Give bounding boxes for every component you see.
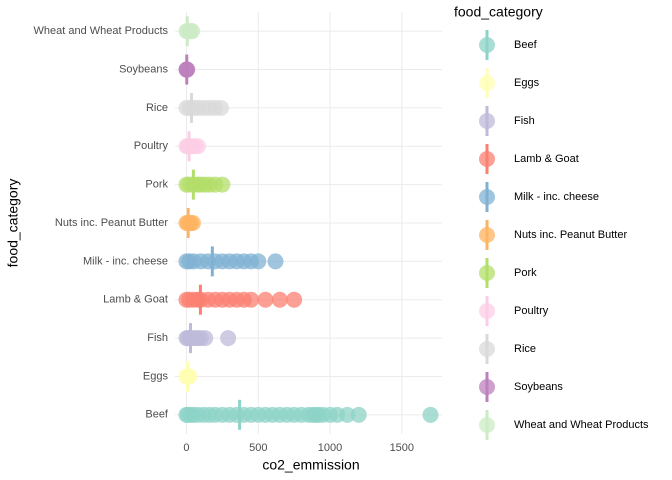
point xyxy=(189,138,206,155)
point xyxy=(257,291,274,308)
point xyxy=(250,253,267,270)
legend-label: Pork xyxy=(514,267,537,279)
legend-label: Soybeans xyxy=(514,381,563,393)
y-tick-label: Milk - inc. cheese xyxy=(83,255,168,267)
point xyxy=(197,330,214,347)
x-tick-label: 1000 xyxy=(318,442,342,454)
y-tick-label: Pork xyxy=(145,179,168,191)
y-axis-title: food_category xyxy=(5,179,21,268)
legend-key xyxy=(479,303,495,319)
y-tick-label: Wheat and Wheat Products xyxy=(33,25,168,37)
point xyxy=(422,406,439,423)
legend-key xyxy=(479,113,495,129)
legend-label: Milk - inc. cheese xyxy=(514,191,599,203)
x-axis-title: co2_emmission xyxy=(262,457,359,473)
legend-label: Nuts inc. Peanut Butter xyxy=(514,229,627,241)
legend-label: Fish xyxy=(514,115,535,127)
point xyxy=(271,291,288,308)
legend-key xyxy=(479,189,495,205)
point xyxy=(243,291,260,308)
legend-key xyxy=(479,417,495,433)
legend-key xyxy=(479,75,495,91)
point xyxy=(181,368,198,385)
point xyxy=(350,406,367,423)
legend-label: Eggs xyxy=(514,77,540,89)
x-tick-label: 1500 xyxy=(390,442,414,454)
y-tick-label: Soybeans xyxy=(119,63,168,75)
y-tick-label: Rice xyxy=(146,102,168,114)
point xyxy=(286,291,303,308)
legend-key xyxy=(479,265,495,281)
legend-key xyxy=(479,227,495,243)
legend-key xyxy=(479,37,495,53)
x-tick-label: 0 xyxy=(183,442,189,454)
legend-label: Poultry xyxy=(514,305,549,317)
point xyxy=(339,406,356,423)
legend-key xyxy=(479,379,495,395)
legend-label: Beef xyxy=(514,39,538,51)
point xyxy=(267,253,284,270)
legend-key xyxy=(479,151,495,167)
x-tick-label: 500 xyxy=(249,442,267,454)
legend-label: Rice xyxy=(514,343,536,355)
point xyxy=(212,99,229,116)
legend-label: Lamb & Goat xyxy=(514,153,579,165)
y-tick-label: Poultry xyxy=(134,140,169,152)
legend-label: Wheat and Wheat Products xyxy=(514,419,649,431)
y-tick-label: Lamb & Goat xyxy=(103,294,168,306)
legend-key xyxy=(479,341,495,357)
y-tick-label: Eggs xyxy=(143,370,169,382)
y-tick-label: Fish xyxy=(147,332,168,344)
legend-title: food_category xyxy=(454,4,543,20)
y-tick-label: Nuts inc. Peanut Butter xyxy=(55,217,168,229)
y-tick-label: Beef xyxy=(145,409,169,421)
point xyxy=(220,330,237,347)
point xyxy=(214,176,231,193)
